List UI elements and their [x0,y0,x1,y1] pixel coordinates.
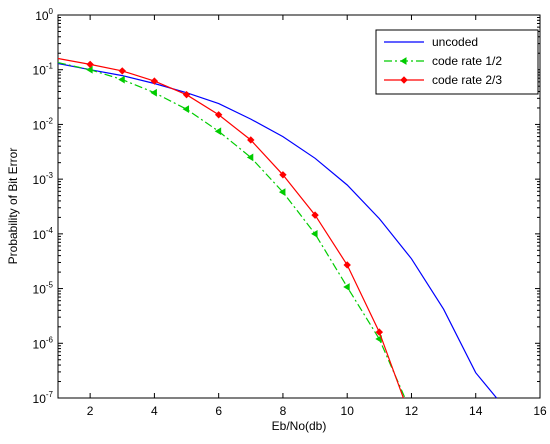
y-tick-base: 10 [33,64,47,78]
x-tick-label: 14 [469,404,483,418]
y-tick-exponent: -3 [46,171,54,180]
y-tick-exponent: -7 [46,390,54,399]
y-tick-label: 10-3 [33,171,54,187]
y-tick-base: 10 [35,9,49,23]
data-point-diamond [150,77,159,85]
y-tick-label: 10-1 [33,62,54,78]
y-tick-exponent: -4 [46,226,54,235]
legend-label: code rate 1/2 [432,54,502,68]
data-point-diamond [182,90,191,99]
data-point-arrow [86,65,93,74]
y-tick-base: 10 [33,228,47,242]
x-tick-label: 16 [533,404,547,418]
data-point-arrow [343,283,350,291]
data-point-diamond [247,136,255,144]
y-tick-base: 10 [33,392,47,406]
series-2 [57,57,404,399]
x-tick-label: 2 [87,404,94,418]
x-tick-label: 8 [280,404,287,418]
data-point-arrow [150,88,157,97]
legend: uncoded code rate 1/2 code rate 2/3 [375,29,539,95]
series-line [57,62,406,399]
x-axis-label: Eb/No(db) [272,419,327,433]
y-tick-label: 10-6 [33,335,54,351]
y-tick-exponent: -1 [46,62,54,71]
y-tick-exponent: 0 [49,7,54,16]
y-tick-label: 10-2 [33,116,54,132]
x-tick-label: 6 [215,404,222,418]
y-tick-exponent: -6 [46,335,54,344]
y-tick-label: 10-7 [33,390,54,406]
data-point-diamond [343,261,351,269]
series-0 [57,62,498,399]
y-tick-base: 10 [33,337,47,351]
data-point-diamond [214,111,223,119]
series-line [57,57,404,399]
series-layer [57,57,498,399]
data-point-arrow [246,153,254,162]
legend-label: code rate 2/3 [432,73,502,87]
data-point-arrow [311,229,318,238]
y-axis-label: Probability of Bit Error [6,148,20,265]
series-1 [57,62,406,399]
data-point-diamond [375,328,384,336]
data-point-diamond [118,67,126,75]
data-point-arrow [118,75,125,84]
y-tick-exponent: -2 [46,116,54,125]
y-tick-base: 10 [33,283,47,297]
data-point-diamond [279,171,287,179]
x-axis: 2 4 6 8 10 12 14 16 [87,15,547,418]
y-tick-label: 10-5 [33,281,54,297]
x-tick-label: 12 [405,404,419,418]
data-point-arrow [400,57,407,65]
data-point-arrow [278,188,286,196]
y-tick-base: 10 [33,118,47,132]
data-point-arrow [214,127,222,136]
data-point-diamond [86,60,94,69]
series-line [57,62,498,399]
data-point-diamond [311,211,319,219]
x-tick-label: 4 [151,404,158,418]
data-point-arrow [182,105,190,114]
x-tick-label: 10 [341,404,355,418]
data-point-diamond [400,76,408,84]
y-tick-base: 10 [33,173,47,187]
y-tick-exponent: -5 [46,281,54,290]
y-tick-label: 10-4 [33,226,54,242]
legend-label: uncoded [432,35,478,49]
y-tick-label: 100 [35,7,53,23]
